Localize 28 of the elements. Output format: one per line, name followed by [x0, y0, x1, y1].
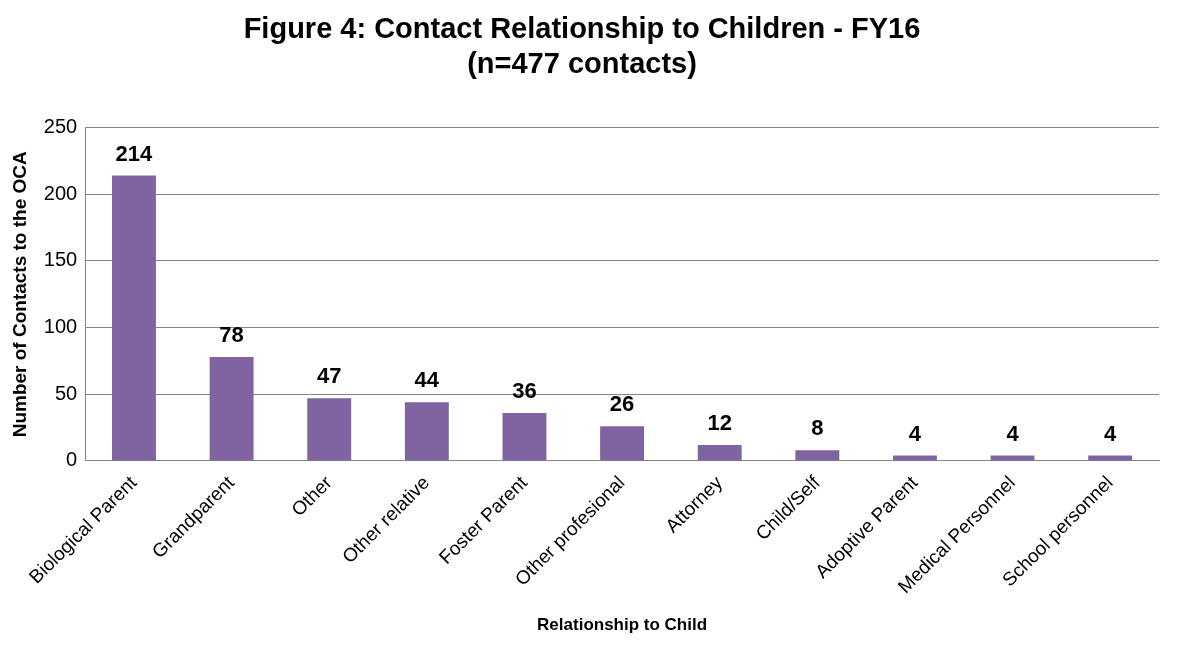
bar	[112, 175, 156, 461]
data-label: 4	[1104, 420, 1118, 446]
y-tick-label: 50	[54, 381, 78, 404]
data-label: 26	[609, 391, 635, 417]
bar	[307, 398, 352, 461]
chart-title: Figure 4: Contact Relationship to Children - FY16 (n=477 contacts)	[243, 12, 921, 80]
bar	[697, 444, 742, 461]
y-tick-label: 0	[66, 448, 78, 471]
data-label: 12	[707, 410, 732, 436]
bar	[600, 426, 645, 461]
data-label: 8	[811, 415, 824, 441]
data-label: 214	[115, 140, 154, 166]
y-axis-title: Number of Contacts to the OCA	[8, 150, 30, 438]
data-label: 47	[316, 363, 342, 389]
data-label: 78	[219, 322, 244, 348]
y-tick-label: 100	[43, 315, 78, 338]
x-axis-title: Relationship to Child	[537, 615, 708, 635]
data-label: 4	[1006, 420, 1020, 446]
data-label: 36	[512, 378, 537, 404]
data-label: 4	[908, 420, 922, 446]
bar	[404, 402, 449, 461]
bar	[209, 356, 254, 461]
bar	[795, 450, 840, 461]
y-tick-label: 150	[43, 248, 78, 271]
y-tick-label: 200	[43, 181, 78, 204]
bar	[502, 412, 547, 461]
y-tick-label: 250	[43, 115, 78, 138]
data-label: 44	[414, 367, 440, 393]
